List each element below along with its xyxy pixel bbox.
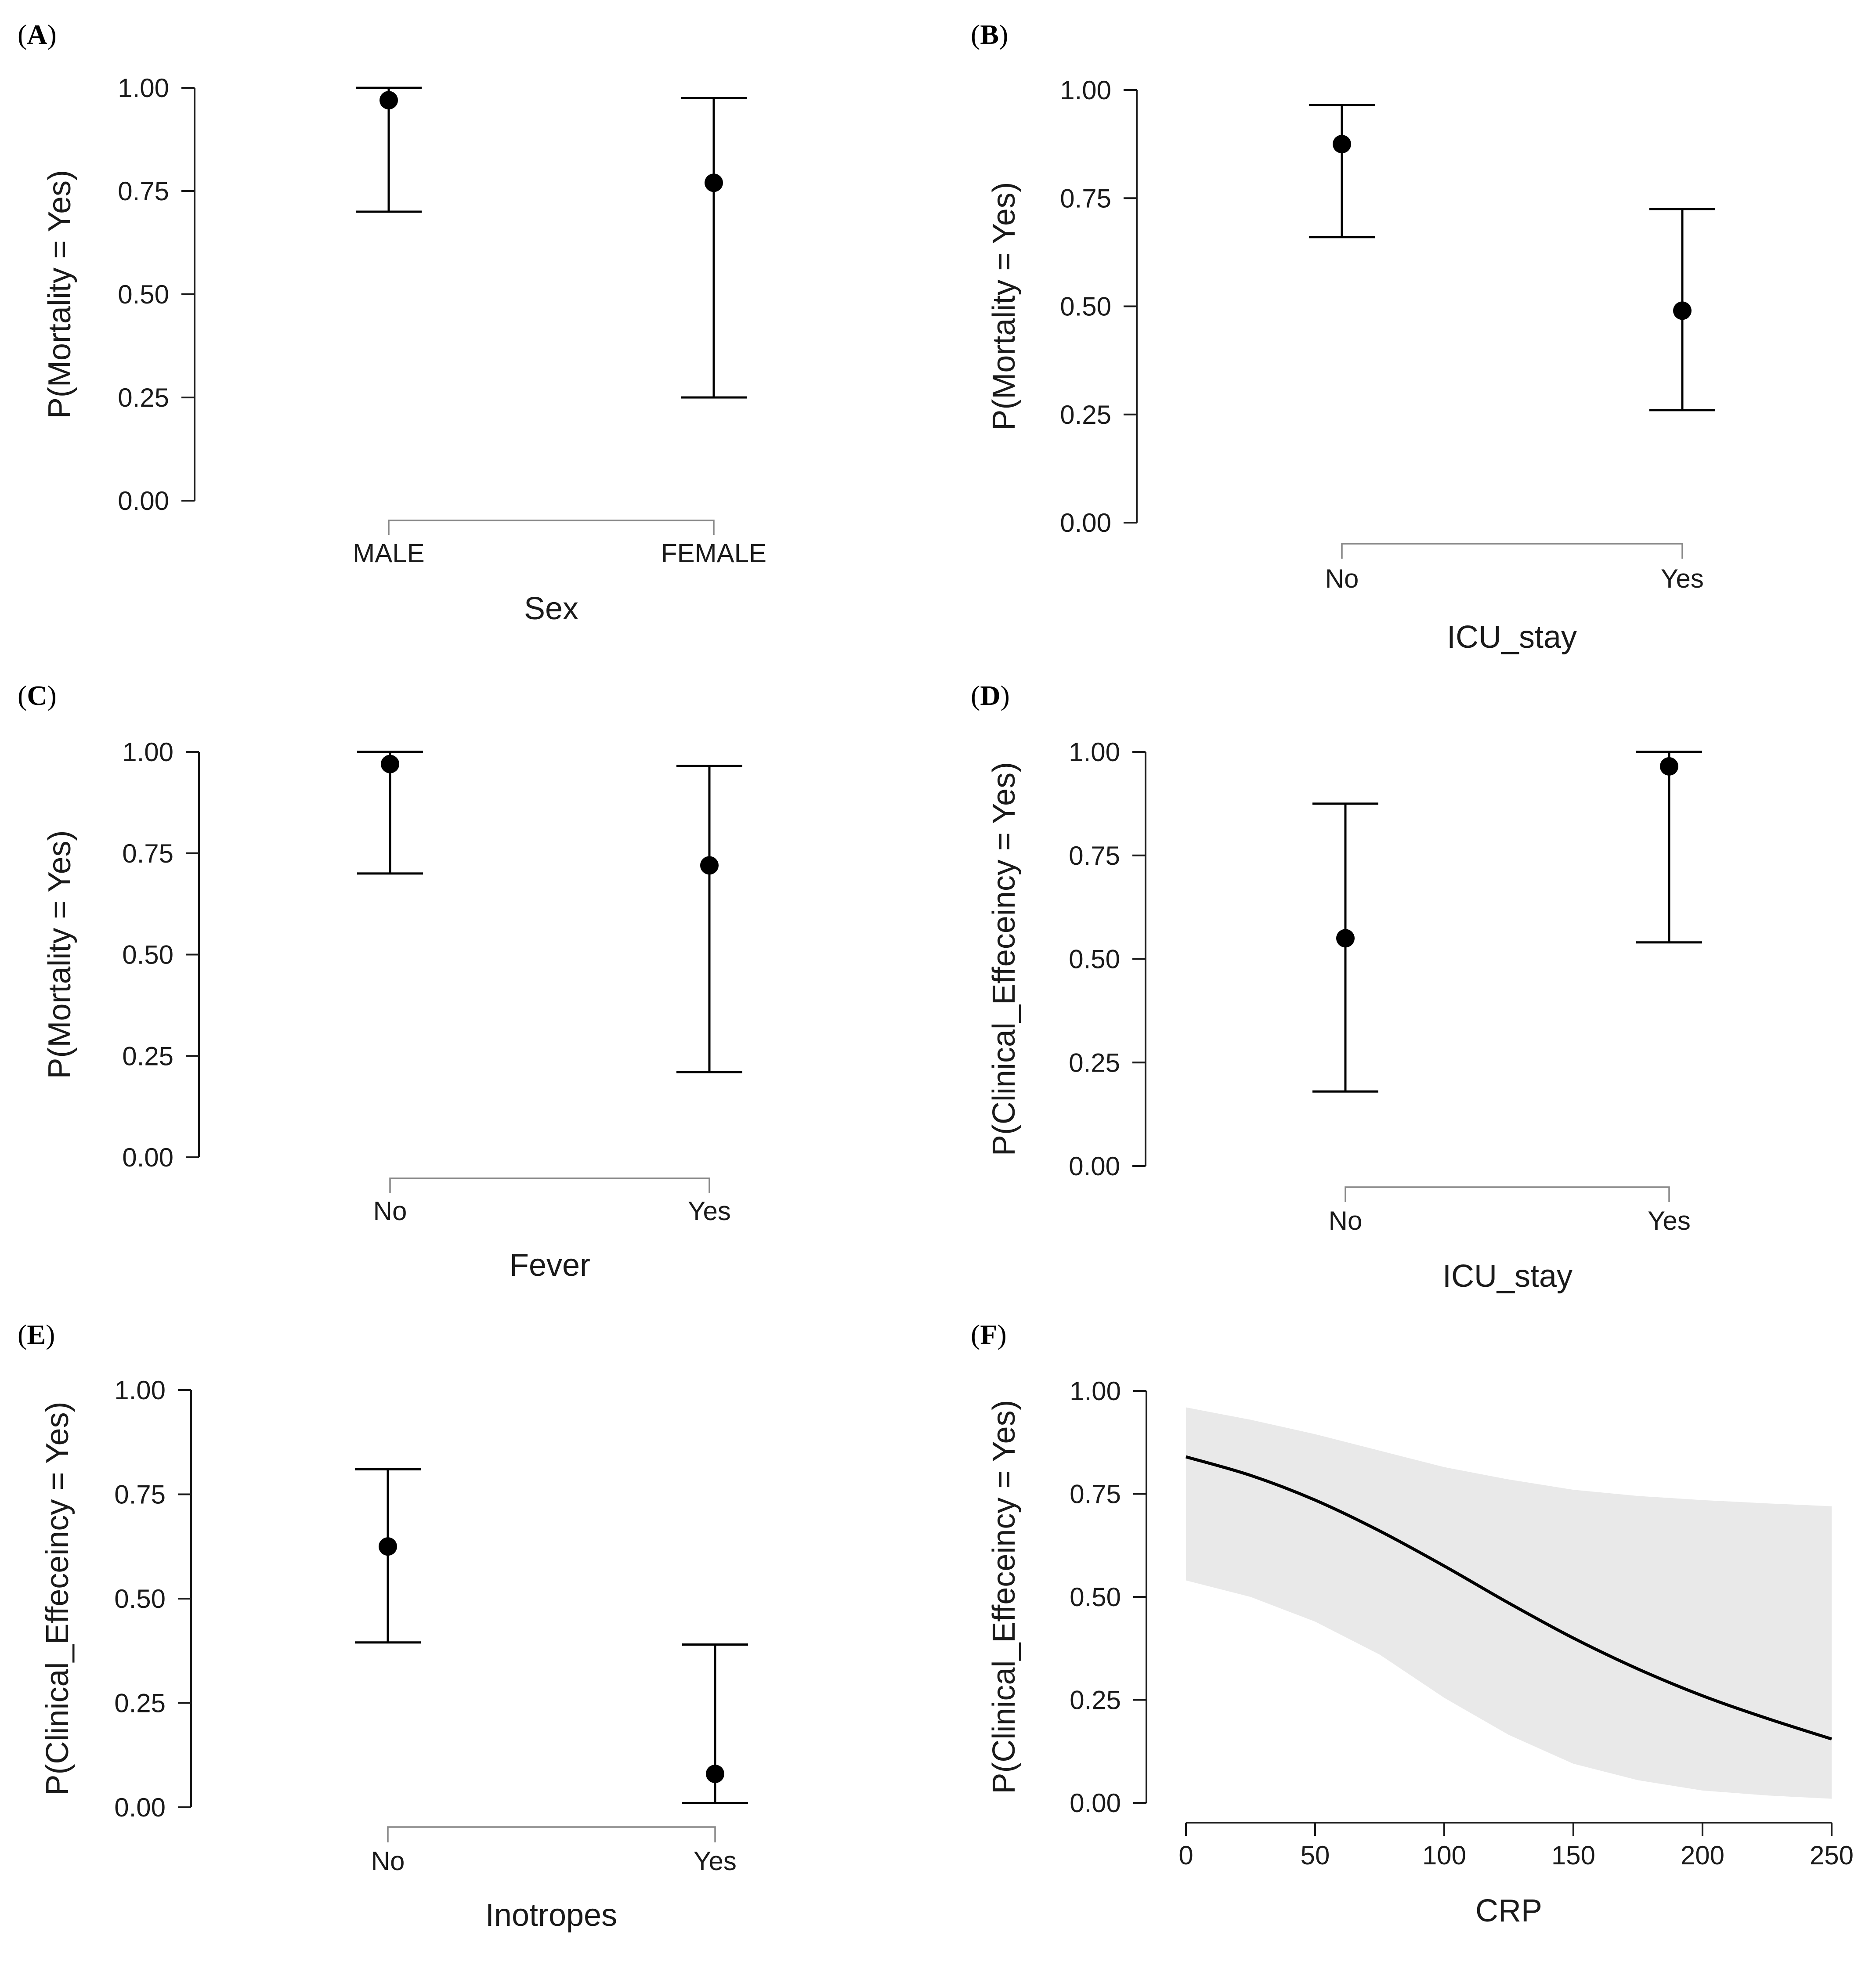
x-axis-bracket: [388, 520, 715, 535]
y-tick-label: 1.00: [114, 1376, 166, 1405]
y-tick-label: 0.00: [114, 1793, 166, 1822]
x-tick-label: Yes: [694, 1846, 737, 1876]
y-tick-label: 0.50: [1060, 292, 1111, 321]
y-tick-label: 0.00: [122, 1143, 174, 1172]
x-tick-label: No: [373, 1196, 407, 1226]
y-tick-label: 0.50: [114, 1584, 166, 1614]
x-tick-label: Yes: [1661, 564, 1704, 593]
y-tick-label: 1.00: [118, 73, 169, 103]
x-tick-label: 100: [1422, 1841, 1466, 1870]
y-axis-title: P(Mortality = Yes): [987, 182, 1022, 430]
panel-b: (B) 0.00 0.25 0.50 0.75 1.00 P(Mortality = Yes…: [971, 19, 1715, 655]
y-tick-label: 0.75: [118, 177, 169, 206]
y-axis-title: P(Clinical_Effeceincy = Yes): [987, 762, 1022, 1156]
x-tick-label: 50: [1301, 1841, 1330, 1870]
panel-a-label: (A): [18, 19, 57, 50]
y-tick-label: 0.75: [1070, 1480, 1121, 1509]
x-axis-title: Fever: [510, 1248, 590, 1283]
panel-f: (F) 0.00 0.25 0.50 0.75 1.00 P(Clinical_Effece…: [971, 1319, 1854, 1928]
x-tick-label: 0: [1178, 1841, 1193, 1870]
y-tick-label: 0.25: [122, 1041, 174, 1071]
y-axis-title: P(Clinical_Effeceincy = Yes): [40, 1401, 75, 1795]
y-tick-label: 0.50: [122, 940, 174, 970]
y-tick-label: 0.75: [114, 1480, 166, 1509]
y-axis-title: P(Clinical_Effeceincy = Yes): [987, 1400, 1022, 1794]
y-tick-label: 0.25: [118, 383, 169, 412]
fitted-curve: [1186, 1455, 1833, 1741]
data-point: [700, 856, 719, 875]
y-tick-label: 0.75: [1060, 184, 1111, 213]
x-axis-title: CRP: [1475, 1893, 1542, 1928]
data-point: [1673, 301, 1692, 320]
x-axis-title: ICU_stay: [1442, 1259, 1572, 1294]
y-tick-label: 1.00: [1069, 737, 1120, 767]
x-axis-title: Sex: [524, 591, 578, 626]
x-tick-label: No: [1325, 564, 1359, 593]
y-tick-label: 0.25: [114, 1689, 166, 1718]
x-tick-label: 250: [1810, 1841, 1854, 1870]
panel-e: (E) 0.00 0.25 0.50 0.75 1.00 P(Clinical_Effece…: [18, 1319, 748, 1933]
y-tick-label: 1.00: [1060, 76, 1111, 105]
y-tick-label: 0.50: [1069, 945, 1120, 974]
y-tick-label: 0.50: [1070, 1582, 1121, 1612]
data-point: [380, 91, 398, 110]
x-tick-label: FEMALE: [661, 538, 766, 568]
x-axis-bracket: [1345, 1186, 1670, 1202]
data-point: [705, 173, 723, 192]
data-point: [1660, 757, 1678, 776]
x-tick-label: 200: [1681, 1841, 1724, 1870]
x-axis-bracket: [1341, 543, 1683, 559]
panel-d-label: (D): [971, 680, 1010, 711]
x-tick-label: No: [1329, 1206, 1363, 1235]
y-tick-label: 0.25: [1069, 1048, 1120, 1077]
x-tick-label: No: [371, 1846, 405, 1876]
data-point: [379, 1537, 397, 1556]
x-tick-label: Yes: [1648, 1206, 1691, 1235]
y-tick-label: 0.00: [118, 486, 169, 516]
panel-d: (D) 0.00 0.25 0.50 0.75 1.00 P(Clinical_Effece…: [971, 680, 1702, 1294]
y-tick-label: 0.25: [1060, 400, 1111, 430]
x-axis-title: Inotropes: [485, 1898, 617, 1933]
panel-b-label: (B): [971, 19, 1008, 50]
data-point: [1336, 929, 1355, 948]
y-tick-label: 0.75: [1069, 841, 1120, 870]
y-axis-title: P(Mortality = Yes): [42, 830, 77, 1079]
y-tick-label: 0.00: [1060, 508, 1111, 538]
panel-c: (C) 0.00 0.25 0.50 0.75 1.00 P(Mortality = Yes…: [18, 680, 742, 1283]
data-point: [381, 755, 399, 773]
panel-f-label: (F): [971, 1319, 1007, 1350]
panel-a: (A) 0.00 0.25 0.50 0.75 1.00 P(Mortality = Yes…: [18, 19, 766, 626]
x-axis-bracket: [387, 1826, 716, 1842]
data-point: [1333, 135, 1351, 154]
y-tick-label: 1.00: [1070, 1376, 1121, 1406]
y-tick-label: 0.00: [1070, 1788, 1121, 1818]
y-tick-label: 0.75: [122, 839, 174, 868]
y-tick-label: 0.00: [1069, 1152, 1120, 1181]
y-tick-label: 0.50: [118, 280, 169, 309]
x-tick-label: MALE: [353, 538, 424, 568]
y-axis-title: P(Mortality = Yes): [42, 170, 77, 419]
x-tick-label: 150: [1551, 1841, 1595, 1870]
y-tick-label: 1.00: [122, 737, 174, 767]
x-tick-label: Yes: [688, 1196, 731, 1226]
data-point: [706, 1765, 724, 1783]
y-tick-label: 0.25: [1070, 1686, 1121, 1715]
panel-c-label: (C): [18, 680, 57, 711]
panel-e-label: (E): [18, 1319, 55, 1350]
x-axis-title: ICU_stay: [1447, 620, 1577, 655]
x-axis-bracket: [389, 1177, 710, 1193]
